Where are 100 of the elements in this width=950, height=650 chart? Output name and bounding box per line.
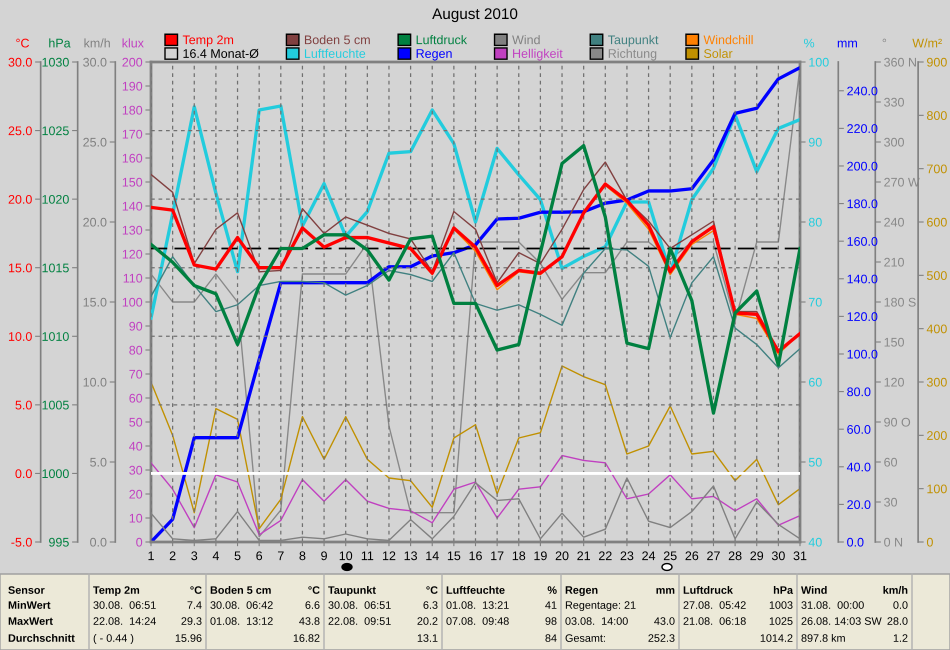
y-axis-title: ° <box>882 38 886 42</box>
text: 22.08. 09:51 <box>328 617 391 625</box>
y-tick-label: 150 <box>122 178 142 187</box>
x-tick-label: 11 <box>362 551 374 560</box>
text: 897.8 km <box>801 634 845 642</box>
y-tick-label: 90 O <box>884 418 910 427</box>
legend-label: Luftfeuchte <box>304 48 366 58</box>
line-series <box>151 365 800 530</box>
y3-tick-label: 20.0 <box>83 218 106 227</box>
y2-tick-label: 200 <box>927 431 947 440</box>
text: 31.08. 00:00 <box>801 601 864 609</box>
y3-tick-label: 30.0 <box>83 58 106 67</box>
y-tick-label: 300 <box>884 138 904 147</box>
text: ( - 0.44 ) <box>94 634 134 644</box>
legend-label: Solar <box>704 48 732 58</box>
y2-tick-label: 1010 <box>42 332 69 341</box>
y-tick-label: 120 <box>122 250 142 259</box>
text: Luftdruck <box>684 586 733 594</box>
text: 27.08. 05:42 <box>684 601 746 609</box>
x-tick-label: 24 <box>642 551 656 560</box>
text: 1025 <box>770 617 793 625</box>
y3-tick-label: 220.0 <box>847 124 878 134</box>
x-tick-label: 6 <box>256 551 262 560</box>
text: 43.8 <box>299 617 320 625</box>
y-tick-label: 120 <box>884 378 904 387</box>
x-tick-label: 4 <box>212 551 220 560</box>
y2-axis-title: W/m² <box>912 38 942 48</box>
text: Sensor <box>8 586 45 594</box>
text: 30.08. 06:51 <box>93 601 156 609</box>
text: 22.08. 14:24 <box>94 617 156 625</box>
line-series <box>151 144 800 415</box>
legend-label: Luftdruck <box>416 35 468 44</box>
y-tick-label: 240 <box>884 218 904 227</box>
y-tick-label: 150 <box>884 338 904 347</box>
text: 41 <box>545 601 556 609</box>
x-tick-label: 16 <box>470 551 482 560</box>
y2-tick-label: 40 <box>808 538 822 547</box>
x-tick-label: 13 <box>404 551 418 560</box>
y-tick-label: 170 <box>122 130 142 139</box>
x-tick-label: 17 <box>491 551 504 560</box>
x-tick-label: 21 <box>577 551 590 560</box>
x-tick-label: 25 <box>664 551 677 560</box>
y-tick-label: 20.0 <box>8 194 32 204</box>
y2-tick-label: 800 <box>926 111 947 120</box>
y2-tick-label: 500 <box>926 271 947 280</box>
y2-tick-label: 1030 <box>42 58 69 67</box>
chart-title: August 2010 <box>432 8 518 22</box>
y2-tick-label: 300 <box>926 378 947 387</box>
x-tick-label: 20 <box>556 551 568 560</box>
x-tick-label: 28 <box>728 551 742 560</box>
y2-tick-label: 400 <box>926 324 947 334</box>
y2-tick-label: 995 <box>49 538 69 547</box>
legend-label: Windchill <box>704 35 753 44</box>
legend-label: Temp 2m <box>182 35 234 47</box>
y3-tick-label: 80.0 <box>847 387 870 396</box>
text: °C <box>308 586 320 594</box>
x-tick-label: 9 <box>321 551 327 560</box>
y-tick-label: 360 N <box>884 58 916 67</box>
y-tick-label: 130 <box>122 226 142 235</box>
text: Regen <box>566 586 598 596</box>
text: km/h <box>883 586 908 594</box>
text: 1003 <box>770 601 793 609</box>
text: 21.08. 06:18 <box>684 617 746 625</box>
y2-axis-title: % <box>804 38 814 48</box>
legend-label: Regen <box>416 49 452 60</box>
text: 6.6 <box>305 601 320 609</box>
text: 6.3 <box>423 601 438 609</box>
y3-tick-label: 20.0 <box>847 500 870 510</box>
y-tick-label: 30.0 <box>8 58 32 67</box>
y2-tick-label: 70 <box>808 298 822 307</box>
y2-tick-label: 100 <box>809 58 829 67</box>
y3-tick-label: 120.0 <box>848 312 878 322</box>
y2-tick-label: 60 <box>808 378 822 387</box>
y3-tick-label: 25.0 <box>83 138 106 147</box>
y-tick-label: 0 <box>136 538 142 547</box>
y-tick-label: 10.0 <box>8 332 32 341</box>
y3-tick-label: 160.0 <box>848 236 878 246</box>
text: 28.0 <box>887 617 908 625</box>
text: 98 <box>545 617 557 625</box>
text: Gesamt: <box>566 634 605 642</box>
y-tick-label: 190 <box>122 82 142 91</box>
y2-tick-label: 900 <box>927 58 947 67</box>
y-axis-title: °C <box>16 38 30 48</box>
legend-label: 16.4 Monat-Ø <box>183 48 259 58</box>
y-tick-label: 100 <box>122 298 142 307</box>
legend-label: Helligkeit <box>513 48 563 60</box>
y-tick-label: 160 <box>122 154 142 163</box>
y3-tick-label: 40.0 <box>846 462 870 472</box>
y-tick-label: 330 <box>884 98 904 107</box>
y3-axis-title: km/h <box>84 38 110 48</box>
y-tick-label: 140 <box>122 202 142 211</box>
text: 29.3 <box>181 617 202 625</box>
x-tick-label: 1 <box>148 551 154 560</box>
text: Luftfeuchte <box>446 586 505 594</box>
y-tick-label: -5.0 <box>11 538 32 547</box>
y3-tick-label: 0.0 <box>847 538 864 547</box>
text: 30.08. 06:42 <box>210 601 273 609</box>
y-tick-label: 25.0 <box>8 126 32 136</box>
y2-tick-label: 1000 <box>42 469 69 478</box>
y2-tick-label: 100 <box>927 484 947 494</box>
